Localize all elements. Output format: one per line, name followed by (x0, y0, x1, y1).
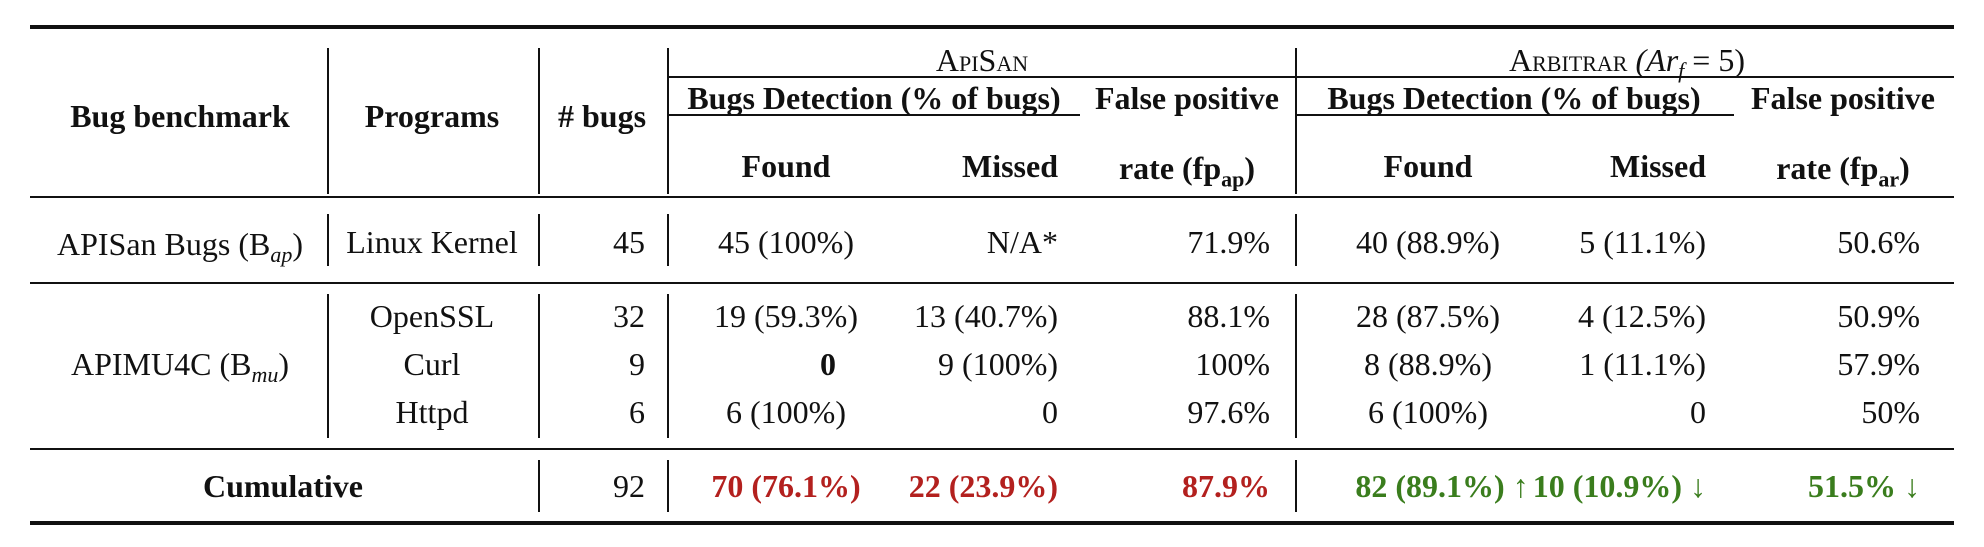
httpd-ap-missed: 0 (1042, 394, 1058, 430)
arbitrar-bugdet-rule (1296, 114, 1734, 116)
bottom-rule (30, 521, 1954, 525)
header-apisan-fp-close: ) (1244, 150, 1256, 186)
header-apisan-bugs-detection: Bugs Detection (% of bugs) (687, 80, 1061, 116)
header-arbitrar-missed: Missed (1610, 148, 1706, 184)
header-apisan-fp-line1: False positive (1095, 80, 1279, 116)
curl-program: Curl (403, 346, 461, 382)
curl-ap-found: 0 (820, 346, 836, 382)
vrule-r3-c (667, 460, 669, 512)
cumulative-ap-found: 70 (76.1%) (711, 468, 861, 504)
header-arbitrar-sub: f (1678, 58, 1685, 84)
curl-ar-fp: 57.9% (1837, 346, 1920, 382)
apisan-ar-missed: 5 (11.1%) (1579, 224, 1706, 260)
openssl-ap-found: 19 (59.3%) (714, 298, 858, 334)
header-programs: Programs (364, 98, 500, 134)
header-apisan-fp-text: rate (fp (1118, 150, 1222, 186)
httpd-ar-missed: 0 (1690, 394, 1706, 430)
header-arbitrar-fp-line2: rate (fpar) (1776, 148, 1910, 199)
cumulative-ap-fp: 87.9% (1182, 468, 1270, 504)
header-arbitrar-fp-close: ) (1899, 150, 1910, 186)
openssl-ar-missed: 4 (12.5%) (1578, 298, 1706, 334)
header-apisan-fp-sub: ap (1221, 166, 1245, 192)
httpd-ar-found: 6 (100%) (1368, 394, 1488, 430)
httpd-ar-fp: 50% (1861, 394, 1920, 430)
httpd-bugs: 6 (629, 394, 645, 430)
header-apisan: ApiSan (935, 42, 1029, 78)
top-rule (30, 25, 1954, 29)
apisan-group-rule (668, 76, 1296, 78)
vrule-apisan-left (667, 48, 669, 194)
httpd-ap-found: 6 (100%) (726, 394, 846, 430)
openssl-ap-fp: 88.1% (1187, 298, 1270, 334)
cumulative-ap-missed: 22 (23.9%) (908, 468, 1058, 504)
vrule-r3-b (538, 460, 540, 512)
curl-bugs: 9 (629, 346, 645, 382)
openssl-program: OpenSSL (369, 298, 495, 334)
apisan-ap-fp: 71.9% (1187, 224, 1270, 260)
cumulative-ar-found: 82 (89.1%) ↑ (1355, 468, 1529, 504)
vrule-r2-d (1295, 294, 1297, 438)
vrule-r3-d (1295, 460, 1297, 512)
curl-ap-fp: 100% (1195, 346, 1270, 382)
curl-ar-found: 8 (88.9%) (1364, 346, 1492, 382)
vrule-r2-a (327, 294, 329, 438)
vrule-r2-b (538, 294, 540, 438)
apisan-row-rule (30, 282, 1954, 284)
apisan-benchmark: APISan Bugs (Bap) (56, 226, 304, 268)
cumulative-ar-fp: 51.5% ↓ (1808, 468, 1920, 504)
apisan-benchmark-sub: ap (270, 242, 293, 268)
vrule-r1-c (667, 214, 669, 266)
vrule-arbitrar-left (1295, 48, 1297, 194)
vrule-bugs-left (538, 48, 540, 194)
header-arbitrar-fp-text: rate (fp (1776, 150, 1879, 186)
httpd-program: Httpd (395, 394, 469, 430)
vrule-programs-left (327, 48, 329, 194)
header-arbitrar-name: Arbitrar (1509, 42, 1628, 78)
openssl-ar-found: 28 (87.5%) (1356, 298, 1500, 334)
apisan-ap-missed: N/A* (986, 224, 1058, 260)
apisan-bugdet-rule (668, 114, 1080, 116)
cumulative-label: Cumulative (203, 468, 363, 504)
cumulative-ar-missed: 10 (10.9%) ↓ (1532, 468, 1706, 504)
vrule-r1-b (538, 214, 540, 266)
header-num-bugs: # bugs (557, 98, 647, 134)
apisan-bugs: 45 (613, 224, 645, 260)
vrule-r2-c (667, 294, 669, 438)
header-arbitrar-found: Found (1383, 148, 1473, 184)
cumulative-bugs: 92 (613, 468, 645, 504)
header-arbitrar-fp-line1: False positive (1751, 80, 1935, 116)
vrule-r1-d (1295, 214, 1297, 266)
vrule-r1-a (327, 214, 329, 266)
header-arbitrar-fp-sub: ar (1878, 166, 1900, 192)
apisan-ar-fp: 50.6% (1837, 224, 1920, 260)
header-arbitrar-val: = 5) (1684, 42, 1745, 78)
apimu4c-benchmark-sub: mu (251, 362, 279, 388)
header-apisan-fp-line2: rate (fpap) (1119, 148, 1255, 199)
apimu4c-benchmark-text: APIMU4C (B (70, 346, 252, 382)
header-apisan-found: Found (741, 148, 831, 184)
apisan-benchmark-text: APISan Bugs (B (56, 226, 271, 262)
apisan-ap-found: 45 (100%) (718, 224, 854, 260)
header-bottom-rule (30, 196, 1954, 198)
cumulative-top-rule (30, 448, 1954, 450)
header-bug-benchmark: Bug benchmark (70, 98, 290, 134)
openssl-bugs: 32 (613, 298, 645, 334)
header-apisan-missed: Missed (962, 148, 1058, 184)
apimu4c-benchmark: APIMU4C (Bmu) (70, 346, 290, 388)
openssl-ap-missed: 13 (40.7%) (914, 298, 1058, 334)
openssl-ar-fp: 50.9% (1837, 298, 1920, 334)
header-arbitrar-bugs-detection: Bugs Detection (% of bugs) (1327, 80, 1701, 116)
curl-ar-missed: 1 (11.1%) (1579, 346, 1706, 382)
header-arbitrar-param: (Ar (1635, 42, 1679, 78)
arbitrar-group-rule (1296, 76, 1954, 78)
httpd-ap-fp: 97.6% (1187, 394, 1270, 430)
apisan-ar-found: 40 (88.9%) (1356, 224, 1500, 260)
curl-ap-missed: 9 (100%) (938, 346, 1058, 382)
apisan-program: Linux Kernel (346, 224, 518, 260)
header-arbitrar: Arbitrar (Arf = 5) (1509, 40, 1745, 91)
